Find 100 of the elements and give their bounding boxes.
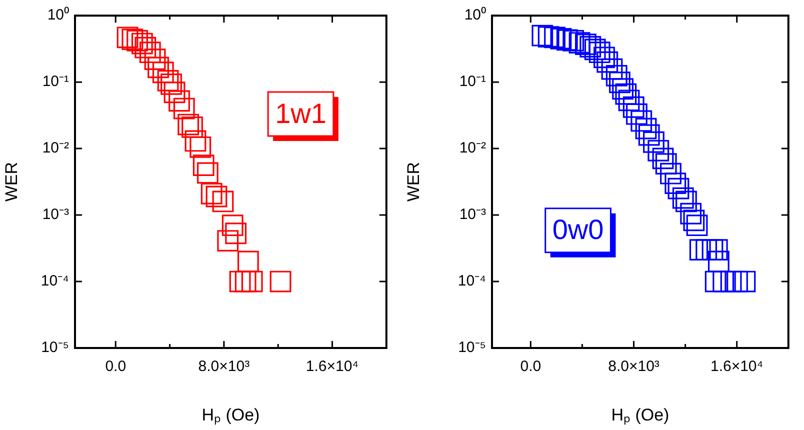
annotation: 1w1	[275, 98, 326, 129]
point	[630, 110, 652, 132]
point	[643, 131, 664, 153]
point	[184, 130, 206, 152]
point	[190, 136, 212, 158]
point	[668, 178, 690, 200]
y-tick-label: 10⁻⁴	[40, 272, 69, 290]
point	[588, 42, 610, 64]
point	[618, 90, 640, 112]
point	[574, 34, 596, 56]
point	[635, 118, 657, 140]
annotation: 0w0	[552, 214, 604, 246]
point	[229, 270, 251, 292]
point	[683, 210, 705, 232]
point	[200, 182, 222, 204]
point	[664, 172, 686, 194]
point	[131, 32, 153, 54]
point	[676, 190, 697, 212]
point	[580, 36, 602, 58]
point	[672, 187, 694, 209]
point	[568, 32, 590, 54]
point	[708, 250, 730, 272]
point	[544, 26, 566, 48]
point	[612, 78, 634, 100]
point	[706, 239, 728, 260]
x-tick-label: 1.6×10⁴	[306, 358, 359, 376]
point	[626, 103, 648, 125]
point	[538, 26, 560, 48]
y-axis-title: WER	[2, 162, 21, 202]
point	[596, 51, 618, 73]
point	[206, 186, 228, 208]
point	[212, 190, 234, 212]
point	[689, 239, 711, 260]
x-axis-title: Hₚ (Oe)	[611, 405, 670, 426]
y-tick-label: 10⁻⁵	[41, 339, 69, 356]
x-axis-title: Hₚ (Oe)	[202, 405, 260, 426]
point	[594, 46, 615, 68]
point	[720, 270, 742, 292]
point	[702, 239, 724, 260]
point	[652, 148, 674, 170]
x-tick-label: 0.0	[105, 358, 126, 376]
x-tick-label: 8.0×10³	[608, 358, 660, 376]
y-tick-label: 10⁰	[47, 6, 69, 24]
point	[532, 24, 554, 46]
point	[152, 62, 174, 84]
point	[182, 116, 203, 138]
point	[562, 30, 584, 52]
x-tick-label: 0.0	[520, 358, 542, 376]
point	[556, 29, 578, 51]
y-tick-label: 10⁻³	[42, 206, 69, 224]
x-tick-label: 8.0×10³	[198, 358, 250, 376]
point	[270, 270, 292, 292]
point	[116, 26, 138, 48]
point	[660, 162, 682, 184]
point	[196, 162, 218, 184]
point	[148, 56, 169, 78]
point	[584, 38, 606, 60]
point	[648, 140, 670, 162]
point	[615, 83, 637, 105]
y-axis-title: WER	[404, 162, 423, 202]
point	[225, 222, 247, 244]
point	[606, 64, 628, 86]
point	[217, 230, 239, 252]
y-tick-label: 10⁻²	[42, 140, 69, 157]
point	[712, 270, 734, 292]
point	[134, 36, 156, 58]
y-tick-label: 10⁻³	[459, 206, 486, 224]
point	[686, 214, 708, 236]
point	[168, 90, 190, 112]
y-tick-label: 10⁻¹	[459, 73, 486, 90]
point	[126, 30, 148, 52]
point	[173, 98, 195, 120]
y-tick-label: 10⁻²	[459, 140, 486, 157]
point	[234, 270, 256, 292]
point	[222, 214, 244, 236]
y-tick-label: 10⁰	[464, 6, 486, 24]
point	[164, 82, 186, 104]
point	[601, 58, 623, 80]
point	[144, 48, 166, 70]
point	[237, 250, 259, 272]
point	[609, 72, 630, 94]
point	[550, 28, 572, 50]
point	[178, 114, 200, 136]
point	[655, 153, 677, 174]
point	[734, 270, 756, 292]
point	[680, 202, 702, 224]
point	[704, 270, 726, 292]
point	[157, 70, 179, 92]
point	[122, 28, 144, 50]
point	[638, 124, 660, 146]
point	[160, 73, 182, 95]
point	[726, 270, 748, 292]
x-tick-label: 1.6×10⁴	[710, 358, 764, 376]
point	[192, 154, 214, 176]
y-tick-label: 10⁻⁵	[458, 339, 486, 356]
point	[139, 42, 161, 64]
y-tick-label: 10⁻⁴	[458, 272, 486, 290]
point	[696, 239, 718, 260]
point	[241, 270, 263, 292]
point	[622, 96, 644, 118]
